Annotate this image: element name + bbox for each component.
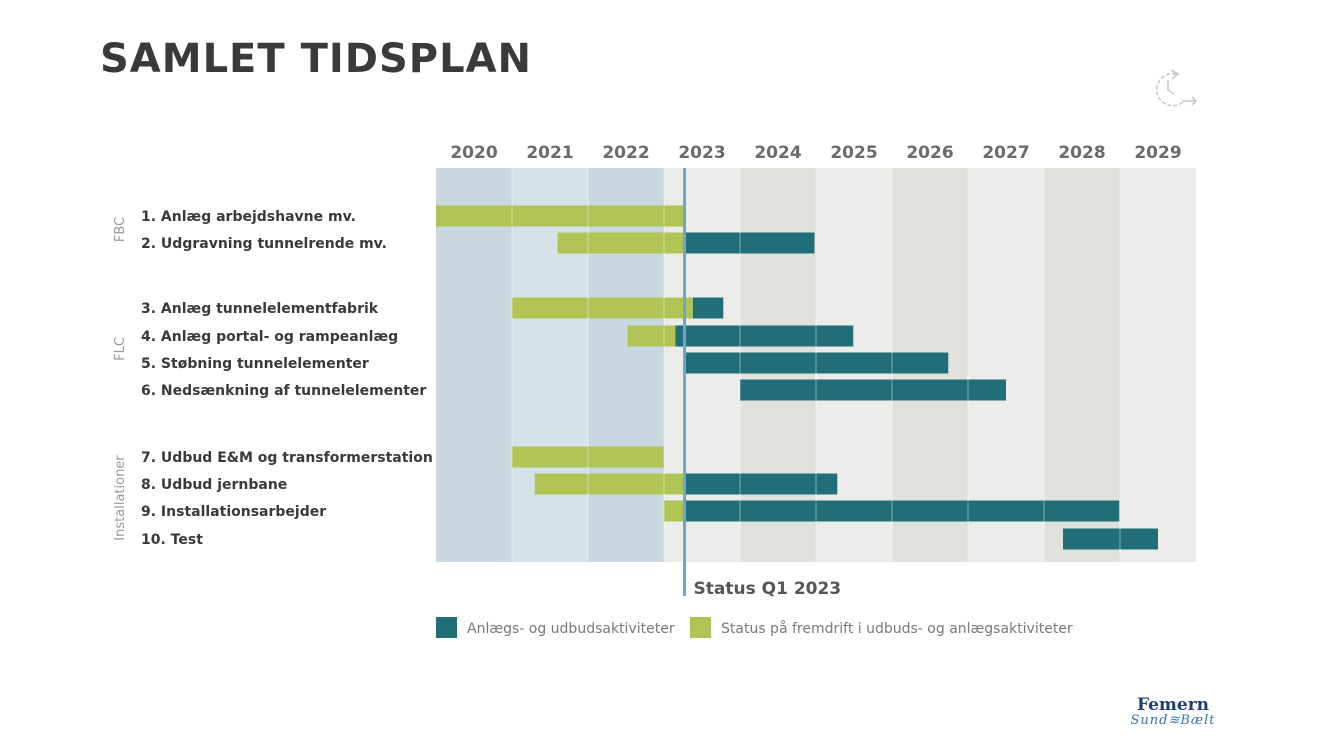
year-band-2028 (1044, 168, 1120, 562)
legend-label-2: Status på fremdrift i udbuds- og anlægsa… (721, 620, 1073, 637)
legend-label-1: Anlægs- og udbudsaktiviteter (467, 621, 675, 637)
progress-bar-4 (627, 325, 676, 347)
year-label-2020: 2020 (450, 143, 497, 163)
group-label-installationer: Installationer (113, 455, 128, 541)
year-band-2022 (588, 168, 664, 562)
logo-line-1: Femern (1136, 695, 1210, 715)
year-band-2021 (512, 168, 588, 562)
year-label-2024: 2024 (754, 143, 801, 163)
legend-swatch-1 (436, 617, 457, 638)
activity-bar-6 (740, 379, 1006, 401)
year-band-2027 (968, 168, 1044, 562)
year-band-2029 (1120, 168, 1196, 562)
year-band-2020 (436, 168, 512, 562)
year-label-2029: 2029 (1134, 143, 1181, 163)
year-label-2028: 2028 (1058, 143, 1105, 163)
activity-bar-4 (675, 325, 854, 347)
task-label-1: 1. Anlæg arbejdshavne mv. (141, 209, 356, 225)
progress-bar-3 (512, 297, 693, 319)
activity-bar-2 (684, 232, 815, 254)
progress-bar-8 (534, 473, 685, 495)
task-label-9: 9. Installationsarbejder (141, 504, 326, 520)
activity-bar-8 (684, 473, 838, 495)
task-label-10: 10. Test (141, 532, 203, 548)
task-label-8: 8. Udbud jernbane (141, 477, 287, 493)
group-label-flc: FLC (113, 337, 128, 361)
activity-bar-3 (692, 297, 724, 319)
status-label: Status Q1 2023 (694, 579, 842, 599)
year-label-2025: 2025 (830, 143, 877, 163)
year-label-2022: 2022 (602, 143, 649, 163)
page-title: SAMLET TIDSPLAN (100, 36, 533, 82)
task-label-2: 2. Udgravning tunnelrende mv. (141, 236, 387, 252)
cycle-icon (1155, 69, 1198, 107)
activity-bar-10 (1063, 528, 1158, 550)
year-label-2027: 2027 (982, 143, 1029, 163)
task-label-4: 4. Anlæg portal- og rampeanlæg (141, 329, 398, 345)
task-label-3: 3. Anlæg tunnelelementfabrik (141, 301, 379, 317)
year-label-2021: 2021 (526, 143, 573, 163)
activity-bar-9 (684, 500, 1120, 522)
legend-swatch-2 (690, 617, 711, 638)
group-label-fbc: FBC (113, 217, 128, 242)
year-label-2026: 2026 (906, 143, 953, 163)
task-label-7: 7. Udbud E&M og transformerstation (141, 450, 433, 466)
progress-bar-1 (436, 205, 685, 227)
task-label-5: 5. Støbning tunnelelementer (141, 356, 369, 372)
progress-bar-9 (664, 500, 685, 522)
year-label-2023: 2023 (678, 143, 725, 163)
logo-line-2: Sund≋Bælt (1130, 713, 1216, 728)
progress-bar-2 (557, 232, 685, 254)
task-label-6: 6. Nedsænkning af tunnelelementer (141, 383, 426, 399)
femern-logo: Femern Sund≋Bælt (1108, 696, 1238, 728)
